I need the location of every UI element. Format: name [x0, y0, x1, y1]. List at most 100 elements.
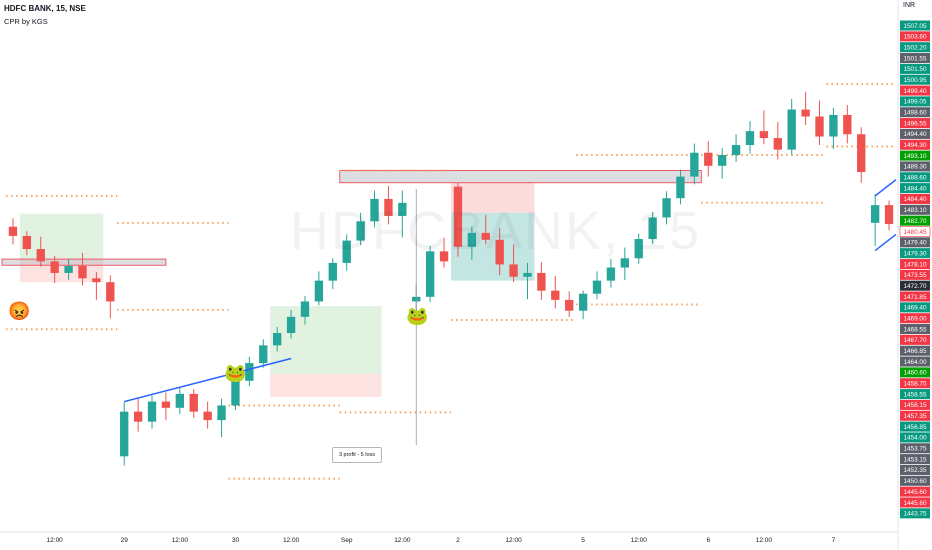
x-tick-label: 2: [456, 537, 460, 544]
candle-body: [439, 251, 449, 262]
candle-body: [523, 272, 532, 277]
price-label: 1453.15: [903, 456, 927, 463]
candle-body: [467, 232, 477, 247]
price-label: 1458.55: [903, 391, 927, 398]
candle-body: [787, 109, 796, 150]
price-label-box: [900, 313, 930, 324]
price-label-box: [900, 74, 930, 85]
price-label-box: [900, 20, 930, 31]
candle-body: [356, 221, 365, 241]
price-label-box: [900, 324, 930, 335]
price-label-box: [900, 356, 930, 367]
price-label-box: [900, 150, 930, 161]
candle-body: [676, 176, 685, 199]
price-label-box: [900, 302, 930, 313]
price-label: 1473.55: [903, 272, 927, 279]
price-label: 1457.35: [903, 413, 927, 420]
symbol-watermark: HDFCBANK, 15: [290, 201, 702, 261]
price-label: 1471.85: [903, 294, 927, 301]
price-label: 1494.30: [903, 142, 927, 149]
candle-body: [314, 280, 324, 302]
price-label: 1458.15: [903, 402, 927, 409]
support-zone: [1, 258, 167, 266]
position-boxes: [1, 170, 702, 397]
candle-body: [509, 264, 518, 277]
symbol-title[interactable]: HDFC BANK, 15, NSE: [4, 4, 86, 13]
candle-body: [634, 239, 643, 259]
price-label-box: [900, 183, 930, 194]
candle-body: [22, 235, 32, 250]
price-label-box: [900, 464, 930, 475]
price-label: 1454.00: [903, 435, 927, 442]
candle-body: [133, 411, 143, 422]
price-label-box: [900, 42, 930, 53]
candle-body: [745, 131, 755, 146]
price-label-box: [900, 63, 930, 74]
price-label-box: [900, 128, 930, 139]
price-label-box: [900, 215, 930, 226]
candle-body: [300, 301, 310, 317]
x-tick-label: 5: [581, 537, 585, 544]
long-position-2-loss-zone: [270, 373, 382, 397]
price-label-box: [900, 432, 930, 443]
candle-body: [50, 261, 59, 273]
candle-body: [106, 282, 115, 302]
trendline-up: [124, 357, 292, 403]
price-label-box: [900, 53, 930, 64]
price-label: 1480.45: [903, 229, 927, 236]
candle-body: [64, 266, 73, 273]
price-label-box: [900, 269, 930, 280]
candle-body: [759, 131, 769, 139]
candles: [8, 91, 894, 466]
x-tick-label: 12:00: [631, 537, 648, 544]
candle-body: [189, 393, 198, 412]
candle-body: [398, 202, 407, 216]
price-label: 1501.50: [903, 66, 927, 73]
currency-label: INR: [903, 2, 916, 9]
price-label-box: [900, 334, 930, 345]
price-label-box: [900, 389, 930, 400]
candle-body: [620, 258, 629, 268]
price-label-box: [900, 475, 930, 486]
candle-body: [273, 333, 282, 346]
price-label-box: [900, 161, 930, 172]
channel-upper-line: [874, 179, 897, 197]
candle-body: [217, 405, 226, 421]
price-label-box: [900, 508, 930, 519]
price-label: 1493.10: [903, 153, 927, 160]
candle-body: [690, 152, 699, 177]
indicator-title[interactable]: CPR by KGS: [4, 17, 48, 26]
angry-face-icon: 😡: [8, 301, 31, 321]
price-label-box: [900, 486, 930, 497]
price-label: 1458.75: [903, 381, 927, 388]
price-label: 1445.60: [903, 500, 927, 507]
price-label: 1484.40: [903, 185, 927, 192]
price-label: 1501.55: [903, 55, 927, 62]
price-label: 1484.40: [903, 196, 927, 203]
candle-body: [815, 116, 824, 137]
candle-body: [453, 186, 463, 247]
candle-body: [120, 411, 129, 457]
candle-body: [245, 363, 254, 381]
price-label-box: [900, 497, 930, 508]
candle-body: [481, 232, 490, 240]
candle-body: [592, 280, 602, 294]
price-label-box: [900, 172, 930, 183]
price-label-box: [900, 107, 930, 118]
price-label-box: [900, 96, 930, 107]
price-label: 1450.60: [903, 478, 927, 485]
candle-body: [92, 278, 101, 283]
candle-body: [884, 205, 894, 225]
candle-body: [773, 138, 782, 150]
candle-body: [203, 411, 212, 421]
candle-body: [495, 239, 504, 265]
x-tick-label: 30: [232, 537, 240, 544]
price-label: 1496.55: [903, 120, 927, 127]
frog-icon: 🐸: [224, 363, 247, 383]
short-position-target-zone: [451, 212, 535, 281]
candle-body: [342, 240, 351, 263]
x-tick-label: 12:00: [394, 537, 411, 544]
price-label: 1453.75: [903, 446, 927, 453]
